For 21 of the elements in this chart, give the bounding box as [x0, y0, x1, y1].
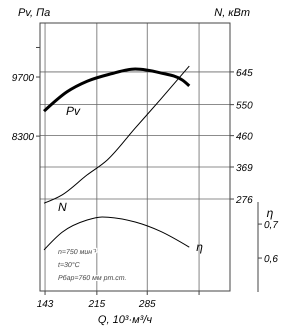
series-label: η	[196, 240, 204, 254]
y2-tick-label: 645	[236, 68, 254, 79]
x-tick-label: 285	[138, 299, 156, 310]
y-tick-label: 8300	[12, 132, 34, 144]
line-series	[44, 216, 190, 250]
x-tick-label: 215	[88, 299, 106, 310]
series-label: Pv	[66, 104, 82, 118]
y-tick-label: 9700	[12, 73, 34, 84]
series-label: N	[58, 200, 68, 214]
y3-axis-title: η	[266, 206, 274, 220]
y2-tick-label: 550	[236, 100, 254, 112]
x-axis-title: Q, 10³·м³/ч	[98, 314, 152, 326]
y2-tick-label: 460	[236, 132, 254, 143]
y2-axis-title: N, кВт	[214, 7, 250, 19]
line-series	[44, 66, 190, 204]
x-tick-label: 143	[36, 299, 54, 310]
y2-tick-label: 369	[236, 162, 254, 174]
y3-tick-label: 0,6	[264, 254, 278, 266]
y3-tick-label: 0,7	[264, 220, 278, 232]
y-axis-title: Pv, Па	[18, 7, 50, 19]
y2-tick-label: 276	[235, 195, 254, 206]
